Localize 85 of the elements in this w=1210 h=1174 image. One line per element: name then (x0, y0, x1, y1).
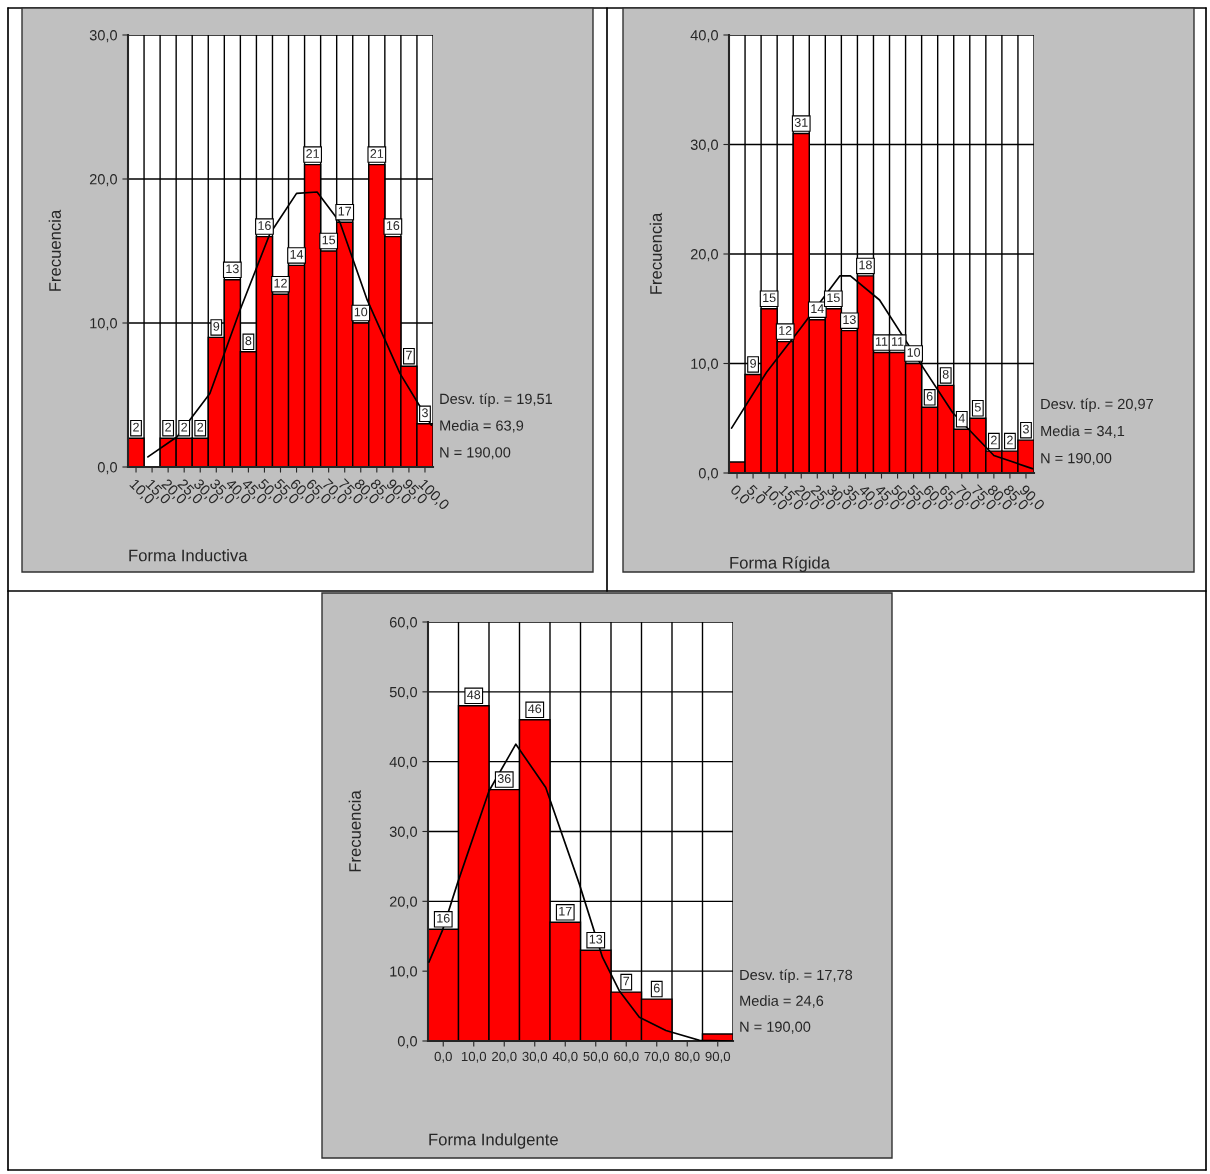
y-tick-label: 10,0 (390, 966, 418, 979)
x-axis-title: Forma Inductiva (129, 549, 248, 562)
data-label: 6 (653, 983, 660, 993)
text: Desv. típ. = 20,97 (1041, 398, 1153, 412)
text: N = 190,00 (740, 1021, 811, 1034)
data-label: 4 (958, 413, 965, 423)
data-label: 13 (226, 264, 239, 274)
x-tick-label: 40,0 (552, 1051, 578, 1063)
text: Media = 63,9 (440, 420, 524, 433)
x-tick-label: 70,0 (644, 1051, 670, 1063)
data-label: 2 (197, 422, 204, 432)
data-label: 6 (926, 391, 933, 401)
data-label: 36 (497, 774, 511, 783)
data-label: 21 (306, 149, 319, 158)
y-tick-label: 30,0 (690, 139, 719, 152)
text: Desv. típ. = 17,78 (740, 969, 853, 983)
data-label: 12 (779, 326, 792, 335)
y-tick-label: 0,0 (97, 462, 118, 475)
y-axis-title: Frecuencia (649, 212, 662, 294)
data-label: 13 (843, 315, 856, 325)
data-label: 7 (623, 976, 630, 986)
data-label: 3 (421, 408, 428, 418)
y-tick-label: 30,0 (89, 30, 118, 43)
data-label: 2 (1007, 435, 1013, 445)
x-tick-label: 90,0 (705, 1051, 731, 1063)
x-tick-label: 0,0 (434, 1051, 452, 1063)
data-label: 2 (165, 422, 171, 432)
y-tick-label: 10,0 (90, 318, 118, 331)
data-label: 11 (875, 337, 888, 346)
x-tick-label: 50,0 (583, 1051, 609, 1063)
data-label: 8 (942, 369, 949, 379)
data-label: 16 (258, 221, 271, 230)
y-axis-title: Frecuencia (348, 790, 361, 872)
y-axis-title: Frecuencia (48, 209, 61, 291)
x-tick-label: 80,0 (674, 1051, 700, 1063)
y-tick-label: 50,0 (389, 686, 418, 699)
data-label: 11 (892, 337, 904, 346)
data-label: 5 (974, 402, 981, 412)
data-label: 8 (245, 336, 252, 346)
data-label: 16 (386, 221, 400, 230)
data-label: 2 (991, 435, 997, 445)
text: Desv. típ. = 19,51 (440, 393, 553, 407)
data-label: 46 (528, 704, 542, 714)
y-tick-label: 60,0 (389, 617, 418, 630)
data-label: 12 (274, 278, 287, 288)
x-tick-label: 10,0 (461, 1051, 487, 1063)
data-label: 21 (370, 149, 384, 158)
data-label: 9 (213, 321, 220, 331)
y-tick-label: 20,0 (389, 896, 418, 909)
text: N = 190,00 (440, 447, 511, 460)
y-tick-label: 0,0 (397, 1036, 418, 1049)
data-label: 7 (406, 350, 412, 360)
data-label: 15 (827, 293, 840, 303)
text: N = 190,00 (1041, 453, 1112, 466)
x-tick-label: 60,0 (614, 1051, 639, 1063)
x-tick-label: 30,0 (522, 1051, 548, 1063)
data-label: 10 (907, 348, 921, 357)
data-label: 3 (1022, 424, 1029, 434)
y-tick-label: 40,0 (690, 30, 719, 43)
text: Media = 34,1 (1041, 425, 1125, 438)
data-label: 16 (437, 913, 450, 923)
data-label: 48 (467, 690, 481, 700)
data-label: 15 (763, 293, 776, 303)
y-tick-label: 20,0 (690, 249, 719, 262)
x-axis-title: Forma Rígida (730, 556, 830, 572)
data-label: 15 (322, 235, 336, 245)
data-label: 9 (750, 358, 756, 368)
data-label: 2 (133, 422, 139, 432)
y-tick-label: 20,0 (89, 174, 118, 187)
y-tick-label: 10,0 (691, 358, 719, 371)
text: Media = 24,6 (740, 995, 824, 1008)
y-tick-label: 0,0 (698, 468, 719, 481)
data-label: 17 (338, 206, 352, 216)
data-label: 18 (859, 260, 872, 270)
y-tick-label: 30,0 (389, 826, 418, 839)
data-label: 13 (589, 934, 603, 944)
x-tick-label: 20,0 (492, 1051, 517, 1063)
data-label: 10 (354, 307, 368, 317)
data-label: 17 (559, 906, 572, 916)
data-label: 31 (794, 118, 808, 127)
data-label: 14 (290, 250, 304, 259)
data-label: 14 (811, 304, 824, 313)
x-axis-title: Forma Indulgente (429, 1133, 558, 1149)
y-tick-label: 40,0 (389, 756, 418, 769)
data-label: 2 (181, 422, 188, 432)
